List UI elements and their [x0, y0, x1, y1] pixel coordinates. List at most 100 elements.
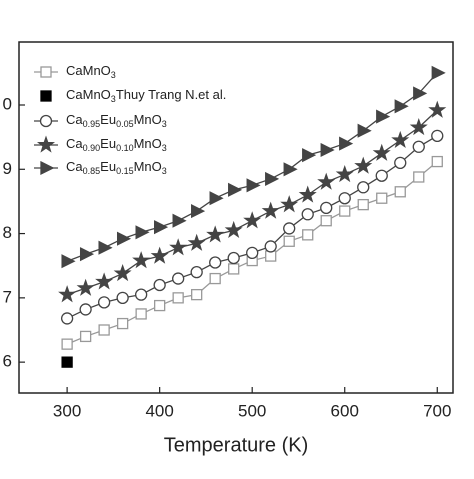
- marker: [283, 235, 295, 247]
- legend-label: Ca0.90Eu0.10MnO3: [66, 136, 167, 153]
- marker: [298, 185, 317, 203]
- marker: [98, 324, 110, 336]
- marker: [61, 356, 73, 368]
- marker: [172, 213, 187, 228]
- marker: [376, 192, 388, 204]
- marker: [302, 229, 314, 241]
- x-tick-label: 400: [145, 401, 173, 420]
- legend-marker: [36, 135, 56, 153]
- marker: [172, 272, 185, 285]
- legend-marker: [40, 90, 52, 102]
- marker: [135, 308, 147, 320]
- legend-label: Ca0.95Eu0.05MnO3: [66, 112, 167, 129]
- marker: [431, 65, 446, 80]
- marker: [412, 140, 425, 153]
- marker: [228, 263, 240, 275]
- marker: [283, 222, 296, 235]
- marker: [339, 205, 351, 217]
- marker: [394, 99, 409, 114]
- marker: [246, 246, 259, 260]
- marker: [191, 288, 203, 301]
- marker: [58, 285, 77, 303]
- marker: [134, 288, 148, 301]
- marker: [431, 155, 443, 168]
- x-tick-label: 600: [331, 401, 359, 420]
- marker: [339, 136, 354, 151]
- marker: [172, 292, 184, 304]
- y-tick-label: 9: [3, 159, 12, 178]
- legend-marker: [40, 66, 52, 78]
- marker: [246, 178, 261, 193]
- marker: [335, 164, 354, 183]
- marker: [190, 265, 203, 279]
- marker: [98, 240, 113, 255]
- marker: [357, 181, 370, 194]
- marker: [95, 272, 114, 290]
- marker: [135, 225, 150, 240]
- marker: [243, 211, 262, 229]
- legend-marker: [39, 114, 53, 128]
- marker: [372, 143, 391, 161]
- marker: [391, 130, 410, 149]
- plot-frame: [18, 41, 454, 394]
- legend-label: CaMnO3Thuy Trang N.et al.: [66, 87, 226, 104]
- marker: [79, 303, 92, 316]
- marker: [209, 191, 224, 206]
- marker: [357, 123, 372, 138]
- marker: [301, 208, 314, 221]
- marker: [209, 256, 222, 269]
- marker: [209, 272, 221, 285]
- marker: [338, 192, 351, 205]
- marker: [320, 215, 332, 227]
- marker: [227, 251, 240, 265]
- marker: [187, 233, 206, 251]
- marker: [320, 201, 333, 215]
- marker: [206, 225, 225, 243]
- y-tick-label: 8: [3, 223, 12, 242]
- x-tick-label: 700: [423, 401, 451, 420]
- marker: [76, 278, 95, 296]
- marker: [224, 220, 243, 239]
- marker: [153, 278, 166, 292]
- marker: [413, 171, 425, 183]
- marker: [228, 182, 243, 197]
- marker: [61, 338, 73, 350]
- legend-label: Ca0.85Eu0.15MnO3: [66, 159, 167, 176]
- marker: [431, 129, 444, 143]
- marker: [357, 198, 369, 211]
- y-tick-label: 0: [3, 94, 12, 113]
- marker: [79, 330, 92, 343]
- marker: [428, 100, 447, 118]
- marker: [150, 246, 169, 264]
- y-tick-label: 6: [3, 352, 12, 371]
- marker: [79, 247, 95, 262]
- marker: [320, 142, 335, 158]
- marker: [413, 86, 428, 101]
- marker: [169, 238, 188, 256]
- marker: [132, 251, 151, 269]
- marker: [265, 171, 280, 186]
- y-tick-label: 7: [3, 287, 12, 306]
- x-tick-label: 500: [238, 401, 266, 420]
- marker: [116, 231, 132, 246]
- marker: [60, 312, 74, 325]
- marker: [317, 172, 336, 190]
- x-tick-label: 300: [53, 401, 81, 420]
- marker: [154, 220, 169, 235]
- marker: [375, 169, 388, 182]
- marker: [409, 118, 428, 136]
- series-line: [66, 135, 438, 320]
- marker: [280, 195, 299, 213]
- marker: [113, 263, 132, 282]
- marker: [116, 317, 129, 330]
- marker: [116, 291, 129, 305]
- marker: [97, 296, 111, 309]
- marker: [191, 204, 206, 219]
- x-axis-label: Temperature (K): [164, 434, 309, 456]
- marker: [261, 201, 280, 219]
- marker: [376, 109, 391, 124]
- marker: [354, 156, 373, 174]
- marker: [302, 148, 317, 163]
- marker: [283, 162, 298, 177]
- marker: [264, 240, 277, 253]
